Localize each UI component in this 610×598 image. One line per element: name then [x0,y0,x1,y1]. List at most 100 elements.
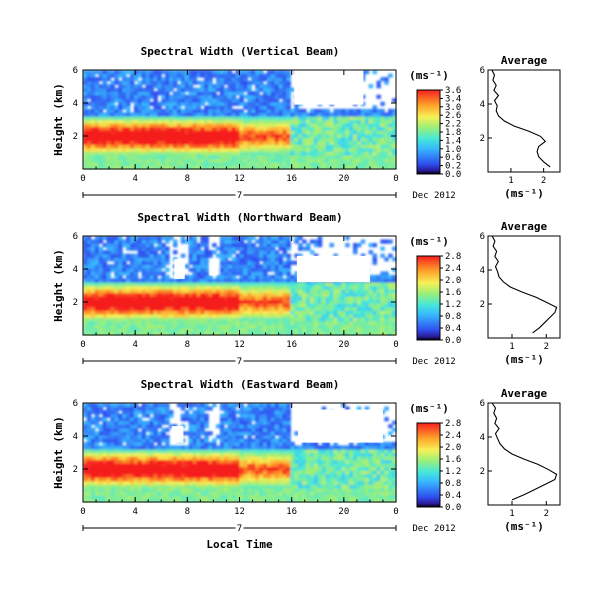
x-tick-label: 8 [185,174,190,184]
colorbar-tick-label: 0.6 [445,153,461,163]
average-y-tick-label: 6 [480,66,485,76]
colorbar-tick-label: 1.6 [445,288,461,298]
heatmap-image [83,236,397,336]
average-y-tick-label: 4 [480,266,485,276]
x-tick-label: 0 [80,174,85,184]
colorbar-tick-label: 0.0 [445,503,461,513]
date-label: 7 [237,191,242,201]
colorbar-tick-label: 0.0 [445,336,461,346]
average-y-tick-label: 4 [480,100,485,110]
colorbar-unit: (ms⁻¹) [409,235,449,248]
y-tick-label: 2 [73,298,78,308]
y-tick-label: 2 [73,132,78,142]
month-label: Dec 2012 [412,191,455,201]
average-x-label: (ms⁻¹) [504,520,544,533]
colorbar-tick-label: 1.6 [445,455,461,465]
average-title: Average [501,54,548,67]
colorbar-tick-label: 2.8 [445,252,461,262]
colorbar-tick-label: 0.4 [445,324,461,334]
colorbar-tick-label: 3.6 [445,86,461,96]
colorbar-tick-label: 2.0 [445,276,461,286]
x-tick-label: 20 [338,174,349,184]
average-y-tick-label: 4 [480,433,485,443]
colorbar-tick-label: 3.4 [445,94,461,104]
y-tick-label: 2 [73,465,78,475]
average-profile-line [491,69,551,168]
no-data-regions [171,409,383,443]
average-x-tick-label: 2 [541,176,546,186]
colorbar-tick-label: 2.4 [445,431,461,441]
colorbar-tick-label: 2.0 [445,443,461,453]
colorbar-tick-label: 0.4 [445,491,461,501]
colorbar-tick-label: 2.2 [445,120,461,130]
panel-title: Spectral Width (Vertical Beam) [141,45,340,58]
y-tick-label: 4 [73,265,78,275]
x-tick-label: 16 [286,174,297,184]
panel-title: Spectral Width (Northward Beam) [137,211,342,224]
colorbar-tick-label: 2.6 [445,111,461,121]
x-tick-label: 8 [185,340,190,350]
average-profile-line [491,402,558,501]
average-y-tick-label: 6 [480,232,485,242]
no-data-regions [174,255,370,283]
date-label: 7 [237,524,242,534]
x-tick-label: 0 [393,340,398,350]
x-tick-label: 0 [393,174,398,184]
x-tick-label: 8 [185,507,190,517]
x-tick-label: 0 [80,507,85,517]
average-x-tick-label: 1 [509,342,514,352]
colorbar [416,255,441,341]
colorbar [416,89,441,175]
panel-2: Spectral Width (Northward Beam)0 4 8 12 16 20… [52,211,561,367]
colorbar-tick-label: 1.0 [445,145,461,155]
x-tick-label: 12 [234,174,245,184]
panel-title: Spectral Width (Eastward Beam) [141,378,340,391]
colorbar-tick-label: 3.0 [445,103,461,113]
month-label: Dec 2012 [412,524,455,534]
colorbar-tick-label: 1.2 [445,467,461,477]
panel-1: Spectral Width (Vertical Beam)0 4 8 12 16 20 0… [52,45,561,201]
average-y-tick-label: 2 [480,300,485,310]
date-label: 7 [237,357,242,367]
x-tick-label: 4 [132,507,137,517]
month-label: Dec 2012 [412,357,455,367]
average-y-tick-label: 2 [480,134,485,144]
colorbar-tick-label: 1.8 [445,128,461,138]
colorbar-tick-label: 0.0 [445,170,461,180]
x-tick-label: 4 [132,340,137,350]
colorbar-unit: (ms⁻¹) [409,69,449,82]
panel-3: Spectral Width (Eastward Beam)0 4 8 12 16 20 0… [52,378,561,551]
y-tick-label: 4 [73,432,78,442]
average-frame [487,69,561,173]
heatmap-image [83,70,397,170]
colorbar-tick-label: 1.4 [445,136,461,146]
average-frame [487,402,561,506]
x-tick-label: 12 [234,340,245,350]
average-x-tick-label: 2 [544,342,549,352]
x-tick-label: 16 [286,340,297,350]
x-tick-label: 20 [338,507,349,517]
colorbar-tick-label: 0.2 [445,162,461,172]
average-x-tick-label: 2 [544,509,549,519]
average-y-tick-label: 6 [480,399,485,409]
average-x-label: (ms⁻¹) [504,187,544,200]
y-tick-label: 4 [73,99,78,109]
x-tick-label: 4 [132,174,137,184]
average-frame [487,235,561,339]
y-axis-label: Height (km) [52,249,65,322]
x-tick-label: 20 [338,340,349,350]
no-data-regions [294,70,364,105]
colorbar-tick-label: 0.8 [445,312,461,322]
average-x-label: (ms⁻¹) [504,353,544,366]
y-axis-label: Height (km) [52,416,65,489]
average-x-tick-label: 1 [509,509,514,519]
average-title: Average [501,387,548,400]
average-x-tick-label: 1 [508,176,513,186]
colorbar-tick-label: 0.8 [445,479,461,489]
colorbar-tick-label: 2.8 [445,419,461,429]
x-tick-label: 0 [80,340,85,350]
x-tick-label: 16 [286,507,297,517]
x-axis-label: Local Time [206,538,273,551]
average-y-tick-label: 2 [480,467,485,477]
